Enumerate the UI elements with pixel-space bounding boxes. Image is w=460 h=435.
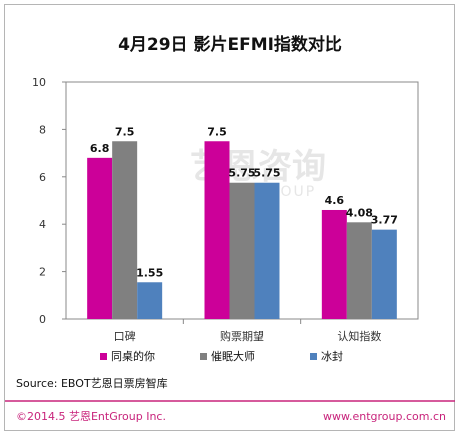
x-category-label: 购票期望 — [220, 329, 264, 343]
y-tick-label: 10 — [32, 76, 46, 89]
bar-value-label: 7.5 — [207, 125, 227, 138]
legend-swatch — [100, 353, 107, 360]
bar-value-label: 3.77 — [371, 214, 398, 227]
x-category-label: 口碑 — [114, 330, 136, 343]
bar — [204, 141, 230, 319]
bar — [229, 182, 255, 319]
bar-value-label: 6.8 — [90, 142, 110, 155]
y-tick-label: 0 — [39, 313, 46, 326]
footer-website: www.entgroup.com.cn — [323, 410, 446, 423]
y-tick-label: 8 — [39, 123, 46, 136]
legend-label: 冰封 — [321, 349, 343, 363]
y-axis-ticks: 0 2 4 6 8 10 — [32, 76, 66, 326]
bar-value-label: 4.6 — [325, 194, 345, 207]
footer-copyright: ©2014.5 艺恩EntGroup Inc. — [16, 410, 166, 423]
legend-label: 同桌的你 — [111, 349, 155, 363]
bar-labels: 6.8 7.5 1.55 7.5 5.755.75 4.64.083.77 — [90, 125, 398, 279]
y-tick-label: 2 — [39, 266, 46, 279]
bar — [112, 141, 138, 319]
bar — [321, 209, 347, 319]
bar — [87, 157, 113, 319]
bars — [87, 141, 397, 319]
bar-value-label: 5.75 — [253, 167, 280, 180]
bar-value-label: 4.08 — [346, 206, 373, 219]
bar — [254, 182, 280, 319]
bar — [137, 282, 163, 319]
legend-swatch — [200, 353, 207, 360]
x-axis-categories: 口碑 购票期望 认知指数 — [114, 319, 381, 343]
legend: 同桌的你 催眠大师 冰封 — [100, 349, 343, 363]
bar — [371, 229, 397, 319]
x-category-label: 认知指数 — [337, 329, 381, 343]
legend-label: 催眠大师 — [211, 349, 255, 363]
bar-value-label: 5.75 — [228, 167, 255, 180]
chart-title: 4月29日 影片EFMI指数对比 — [118, 34, 342, 55]
y-tick-label: 6 — [39, 171, 46, 184]
y-tick-label: 4 — [39, 218, 46, 231]
bar-value-label: 1.55 — [136, 266, 163, 279]
legend-swatch — [310, 353, 317, 360]
bar-value-label: 7.5 — [115, 125, 135, 138]
bar — [346, 222, 372, 319]
source-note: Source: EBOT艺恩日票房智库 — [16, 376, 168, 390]
